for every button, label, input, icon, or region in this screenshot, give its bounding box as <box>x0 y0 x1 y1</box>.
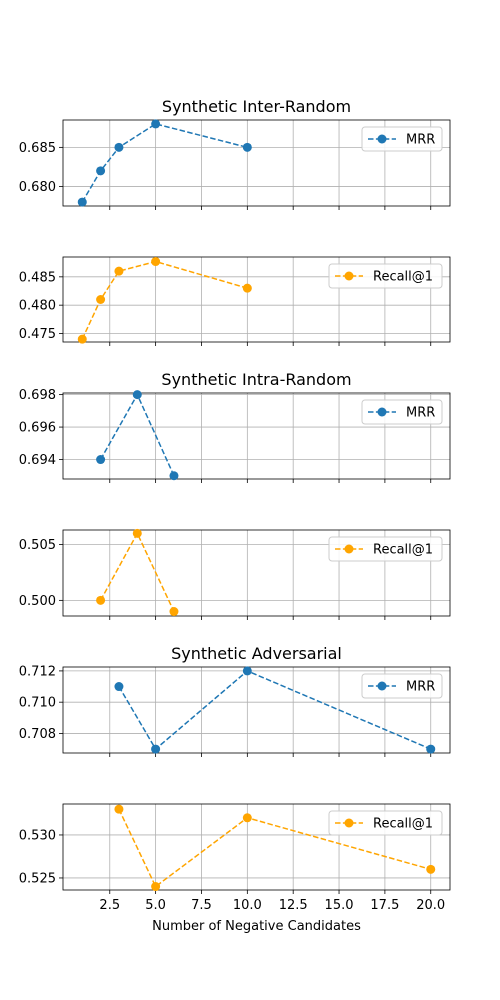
legend-box <box>361 399 443 425</box>
data-point-marker <box>169 607 179 617</box>
legend-label: Recall@1 <box>373 270 433 285</box>
legend-marker <box>377 681 387 691</box>
subplot-1: 0.680 0.685 Synthetic Inter-Random MRR <box>19 97 451 210</box>
y-tick-label: 0.480 <box>19 299 56 314</box>
legend: Recall@1 <box>328 263 443 289</box>
data-point-marker <box>426 864 436 874</box>
series-line <box>99 531 175 612</box>
data-point-marker <box>96 295 106 304</box>
legend-label: MRR <box>406 406 435 421</box>
data-point-marker <box>151 119 161 129</box>
legend-marker <box>377 134 387 144</box>
legend-marker <box>344 544 354 554</box>
axes-frame <box>62 392 451 480</box>
y-tick-label: 0.475 <box>19 327 56 342</box>
series-line <box>99 392 175 477</box>
axes-frame <box>62 256 451 343</box>
legend-label: Recall@1 <box>373 817 433 832</box>
legend-label: MRR <box>406 133 435 148</box>
legend-box <box>361 673 443 699</box>
data-point-marker <box>114 142 124 152</box>
subplot-4: 0.500 0.505 Recall@1 <box>19 528 451 620</box>
data-point-marker <box>151 882 161 892</box>
y-tick-label: 0.712 <box>19 664 56 679</box>
x-axis-label: Number of Negative Candidates <box>152 919 361 934</box>
legend: Recall@1 <box>328 810 443 836</box>
axes-frame <box>62 803 451 891</box>
legend-marker <box>344 818 354 828</box>
series-line <box>118 808 431 888</box>
data-point-marker <box>426 744 436 754</box>
axes-frame <box>62 529 451 617</box>
legend-label: MRR <box>406 680 435 695</box>
subplot-title: Synthetic Intra-Random <box>161 370 351 389</box>
data-point-marker <box>151 744 161 754</box>
data-point-marker <box>242 813 252 823</box>
data-point-marker <box>114 682 124 692</box>
subplot-3: 0.694 0.696 0.698 Synthetic Intra-Random MRR <box>19 370 451 483</box>
subplot-title: Synthetic Adversarial <box>171 644 342 663</box>
data-point-marker <box>96 455 106 465</box>
x-tick-label: 7.5 <box>191 898 212 913</box>
x-tick-label: 10.0 <box>233 898 262 913</box>
subplot-6: 0.525 0.530 2.5 5.0 7.5 10.0 12.5 15.0 17.5 20.0 N… <box>19 803 451 934</box>
legend: MRR <box>361 673 443 699</box>
x-tick-label: 12.5 <box>279 898 308 913</box>
subplot-5: 0.708 0.710 0.712 Synthetic Adversarial MRR <box>19 644 451 757</box>
legend-label: Recall@1 <box>373 543 433 558</box>
y-tick-label: 0.710 <box>19 696 56 711</box>
y-tick-label: 0.708 <box>19 727 56 742</box>
data-point-marker <box>151 257 161 267</box>
data-point-marker <box>96 595 106 605</box>
legend-box <box>328 263 443 289</box>
data-point-marker <box>242 142 252 152</box>
y-tick-label: 0.694 <box>19 453 56 468</box>
legend: Recall@1 <box>328 536 443 562</box>
legend-box <box>328 810 443 836</box>
y-tick-label: 0.530 <box>19 828 56 843</box>
data-point-marker <box>242 666 252 676</box>
legend-marker <box>377 407 387 417</box>
x-tick-label: 17.5 <box>370 898 399 913</box>
legend: MRR <box>361 126 443 152</box>
data-point-marker <box>77 197 87 207</box>
legend-marker <box>344 271 354 281</box>
legend-box <box>361 126 443 152</box>
y-tick-label: 0.685 <box>19 141 56 156</box>
axes-frame <box>62 666 451 754</box>
data-point-marker <box>132 390 142 400</box>
subplot-title: Synthetic Inter-Random <box>162 97 351 116</box>
x-tick-label: 20.0 <box>416 898 445 913</box>
series-line <box>81 123 248 203</box>
y-tick-label: 0.680 <box>19 180 56 195</box>
x-tick-label: 15.0 <box>325 898 354 913</box>
data-point-marker <box>114 804 124 814</box>
y-tick-label: 0.500 <box>19 594 56 609</box>
legend: MRR <box>361 399 443 425</box>
data-point-marker <box>169 471 179 481</box>
y-tick-label: 0.698 <box>19 388 56 403</box>
x-tick-label: 5.0 <box>145 898 166 913</box>
series-line <box>118 670 432 751</box>
y-tick-label: 0.525 <box>19 871 56 886</box>
data-point-marker <box>242 283 252 293</box>
subplot-2: 0.475 0.480 0.485 Recall@1 <box>19 256 451 346</box>
x-tick-label: 2.5 <box>99 898 120 913</box>
data-point-marker <box>96 166 106 176</box>
series-line <box>81 260 248 340</box>
data-point-marker <box>132 528 142 538</box>
y-tick-label: 0.696 <box>19 421 56 436</box>
y-tick-label: 0.485 <box>19 270 56 285</box>
data-point-marker <box>114 266 124 276</box>
axes-frame <box>62 119 451 207</box>
y-tick-label: 0.505 <box>19 538 56 553</box>
data-point-marker <box>77 334 87 344</box>
legend-box <box>328 536 443 562</box>
